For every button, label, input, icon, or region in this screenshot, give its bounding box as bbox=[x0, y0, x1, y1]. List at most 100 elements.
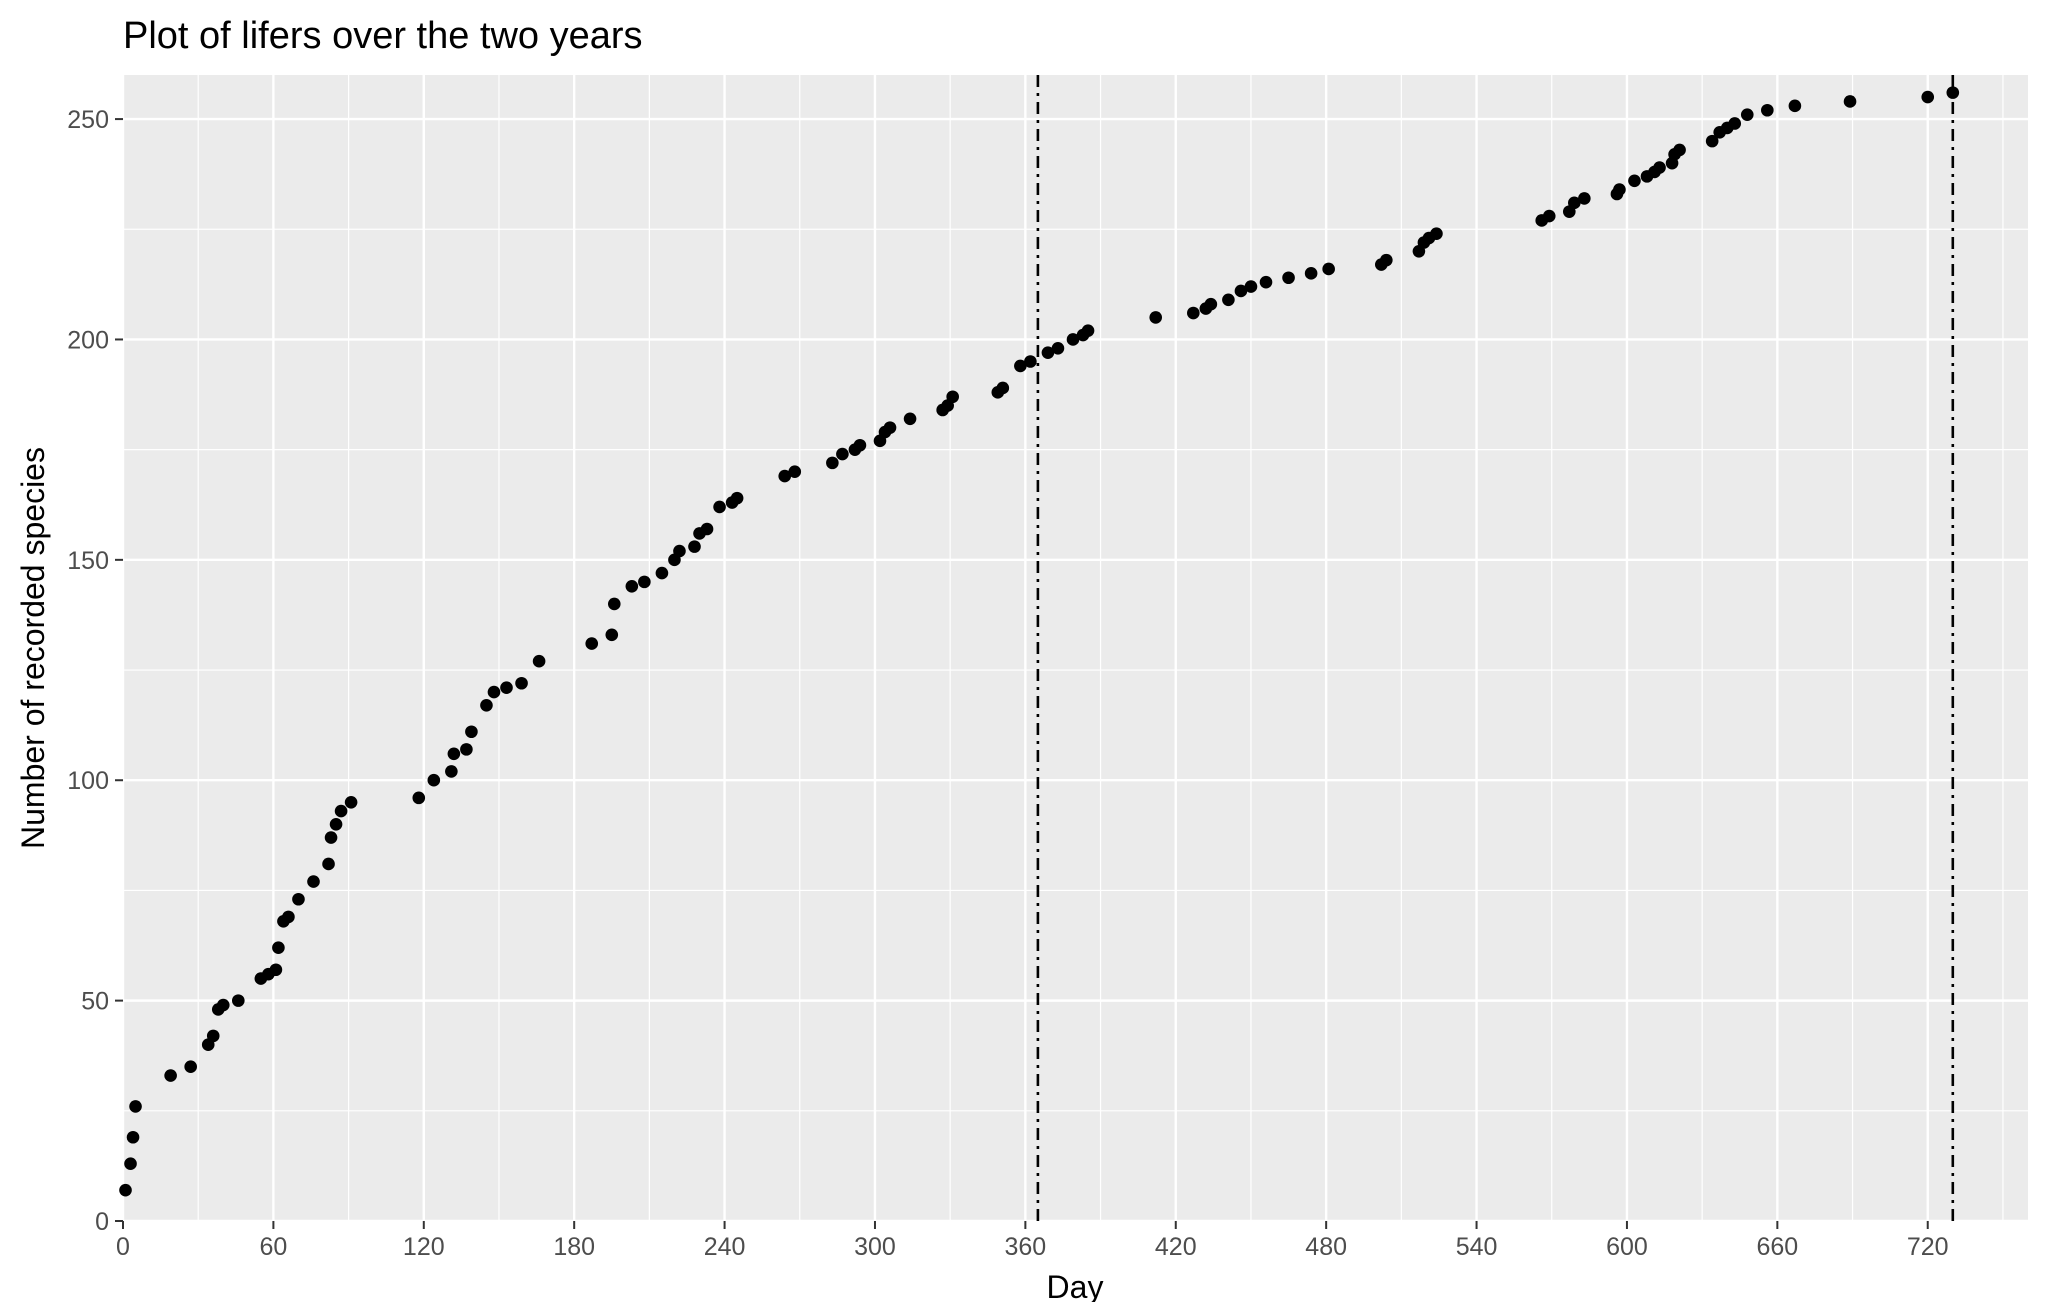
data-point bbox=[324, 831, 338, 844]
data-points bbox=[119, 86, 1960, 1197]
data-point bbox=[1761, 103, 1774, 117]
data-point bbox=[292, 892, 305, 906]
data-point bbox=[1222, 293, 1235, 307]
data-point bbox=[1304, 267, 1318, 280]
data-point bbox=[713, 500, 726, 514]
data-point bbox=[329, 818, 343, 831]
data-point bbox=[1788, 99, 1802, 113]
data-point bbox=[700, 522, 714, 536]
data-point bbox=[1568, 196, 1581, 210]
data-point bbox=[625, 579, 639, 593]
chart-title: Plot of lifers over the two years bbox=[123, 15, 643, 57]
grid-lines bbox=[121, 75, 2028, 1223]
x-tick-label: 480 bbox=[1305, 1233, 1347, 1261]
data-point bbox=[206, 1029, 220, 1043]
data-point bbox=[1673, 143, 1686, 157]
x-tick-label: 360 bbox=[1005, 1233, 1047, 1261]
data-point bbox=[322, 857, 335, 871]
x-tick-label: 60 bbox=[259, 1233, 287, 1261]
data-point bbox=[1613, 183, 1626, 196]
data-point bbox=[1259, 275, 1273, 289]
data-point bbox=[269, 963, 283, 977]
y-tick-label: 250 bbox=[67, 106, 109, 134]
data-point bbox=[1187, 306, 1200, 320]
data-point bbox=[412, 791, 426, 805]
data-point bbox=[1843, 95, 1857, 108]
data-point bbox=[307, 875, 320, 888]
data-point bbox=[730, 491, 744, 505]
data-point bbox=[532, 654, 546, 668]
data-point bbox=[1542, 209, 1556, 223]
data-point bbox=[282, 910, 295, 924]
data-point bbox=[480, 699, 493, 712]
reference-lines bbox=[1036, 75, 1955, 1221]
data-point bbox=[655, 566, 669, 580]
data-point bbox=[638, 575, 651, 589]
data-point bbox=[272, 941, 285, 955]
data-point bbox=[1282, 271, 1295, 285]
y-tick-label: 0 bbox=[95, 1208, 109, 1236]
data-point bbox=[673, 544, 686, 558]
data-point bbox=[585, 637, 599, 650]
data-point bbox=[124, 1157, 137, 1170]
x-tick-label: 0 bbox=[116, 1233, 130, 1261]
data-point bbox=[445, 765, 458, 778]
data-point bbox=[1628, 174, 1641, 188]
data-point bbox=[826, 456, 839, 470]
x-tick-label: 240 bbox=[704, 1233, 746, 1261]
data-point bbox=[344, 795, 358, 809]
x-axis-title: Day bbox=[1047, 1269, 1104, 1302]
plot-panel bbox=[123, 75, 2028, 1221]
data-point bbox=[1014, 359, 1027, 373]
data-point bbox=[903, 412, 917, 426]
data-point bbox=[184, 1060, 197, 1074]
data-point bbox=[1244, 280, 1258, 293]
data-point bbox=[1946, 86, 1960, 99]
x-tick-label: 660 bbox=[1756, 1233, 1798, 1261]
data-point bbox=[836, 447, 849, 461]
data-point bbox=[126, 1130, 140, 1144]
data-point bbox=[688, 540, 701, 553]
y-tick-label: 200 bbox=[67, 326, 109, 354]
data-point bbox=[1322, 262, 1335, 276]
data-point bbox=[460, 743, 473, 756]
data-point bbox=[1380, 253, 1393, 267]
data-point bbox=[119, 1183, 132, 1197]
data-point bbox=[1578, 192, 1591, 205]
data-point bbox=[883, 421, 897, 434]
y-tick-label: 100 bbox=[67, 767, 109, 795]
x-tick-label: 720 bbox=[1907, 1233, 1949, 1261]
data-point bbox=[788, 465, 802, 478]
x-tick-label: 420 bbox=[1155, 1233, 1197, 1261]
axes: 0 60 120 180 240 300 360 420 480 540 600 660 720 0 50 1… bbox=[67, 106, 1948, 1261]
x-tick-label: 300 bbox=[854, 1233, 896, 1261]
data-point bbox=[1066, 333, 1080, 346]
data-point bbox=[129, 1100, 142, 1113]
x-tick-label: 540 bbox=[1456, 1233, 1498, 1261]
data-point bbox=[996, 381, 1010, 395]
y-tick-label: 150 bbox=[67, 547, 109, 575]
data-point bbox=[164, 1069, 177, 1082]
data-point bbox=[1740, 108, 1754, 121]
data-point bbox=[1728, 117, 1742, 130]
data-point bbox=[515, 676, 528, 690]
data-point bbox=[853, 438, 867, 452]
data-point bbox=[1653, 161, 1666, 174]
data-point bbox=[447, 747, 461, 761]
x-tick-label: 180 bbox=[553, 1233, 595, 1261]
data-point bbox=[1051, 341, 1065, 355]
data-point bbox=[1149, 311, 1163, 324]
data-point bbox=[607, 597, 621, 611]
data-point bbox=[1204, 297, 1218, 311]
data-point bbox=[487, 685, 501, 699]
data-point bbox=[1024, 355, 1037, 368]
x-tick-label: 600 bbox=[1606, 1233, 1648, 1261]
data-point bbox=[1234, 284, 1248, 298]
x-tick-label: 120 bbox=[403, 1233, 445, 1261]
data-point bbox=[946, 390, 959, 404]
data-point bbox=[427, 773, 441, 787]
data-point bbox=[500, 681, 513, 694]
y-axis-title: Number of recorded species bbox=[15, 447, 51, 849]
data-point bbox=[605, 628, 619, 642]
